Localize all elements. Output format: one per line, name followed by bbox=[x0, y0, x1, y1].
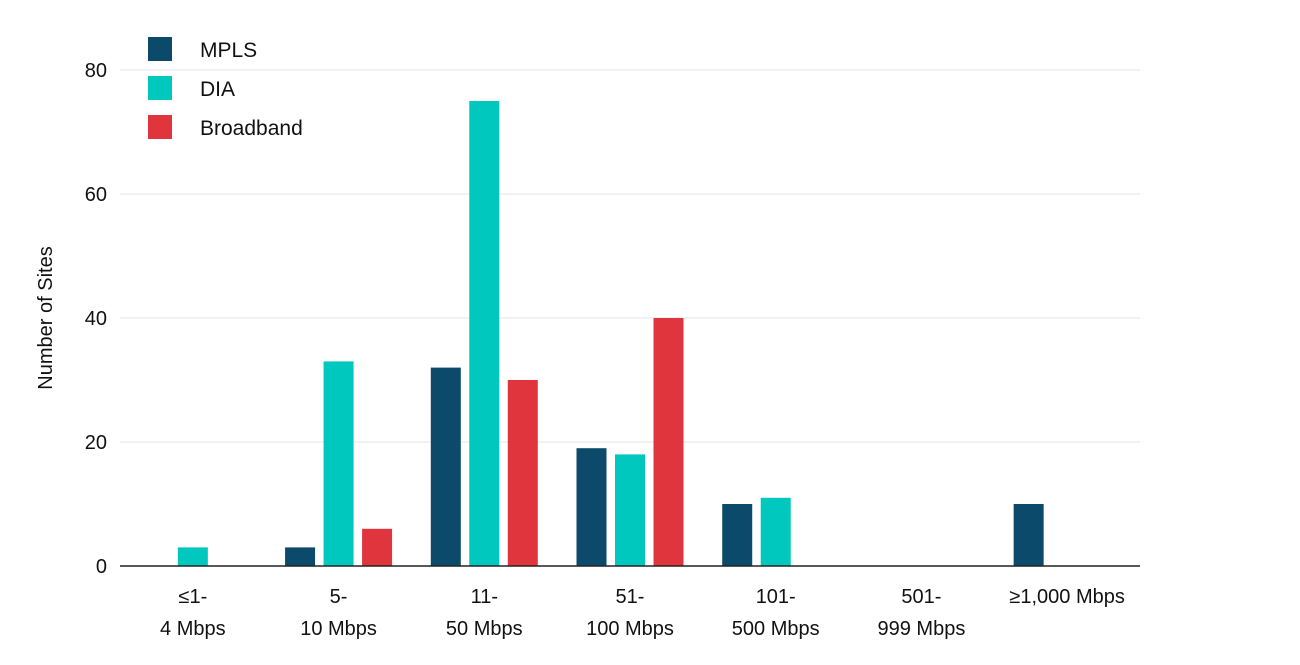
bar-mpls-4 bbox=[722, 504, 753, 566]
bars bbox=[177, 101, 1044, 566]
x-tick-labels: ≤1- 4 Mbps 5- 10 Mbps 11- 50 Mbps 51- 100 Mbps 1… bbox=[160, 586, 1125, 640]
bar-dia-2 bbox=[469, 101, 500, 566]
y-tick-label: 60 bbox=[85, 184, 107, 206]
x-tick-label: ≤1- bbox=[178, 586, 207, 608]
legend-label-mpls: MPLS bbox=[200, 39, 257, 62]
x-tick-label: 500 Mbps bbox=[732, 618, 820, 640]
x-tick-label: 101- bbox=[756, 586, 796, 608]
bar-mpls-1 bbox=[285, 547, 316, 566]
x-tick-label: 501- bbox=[901, 586, 941, 608]
bar-mpls-2 bbox=[430, 367, 461, 566]
y-axis-title: Number of Sites bbox=[35, 246, 57, 389]
x-tick-label: 50 Mbps bbox=[446, 618, 523, 640]
x-tick-label: 4 Mbps bbox=[160, 618, 226, 640]
bar-dia-0 bbox=[177, 547, 208, 566]
gridlines bbox=[120, 69, 1140, 443]
legend: MPLS DIA Broadband bbox=[148, 37, 303, 140]
x-tick-label: 999 Mbps bbox=[878, 618, 966, 640]
y-tick-label: 0 bbox=[96, 556, 107, 578]
legend-swatch-dia bbox=[148, 76, 172, 100]
y-tick-label: 40 bbox=[85, 308, 107, 330]
bar-dia-1 bbox=[323, 361, 354, 566]
bar-mpls-3 bbox=[576, 448, 607, 566]
legend-label-dia: DIA bbox=[200, 78, 235, 101]
y-tick-label: 20 bbox=[85, 432, 107, 454]
bar-broadband-3 bbox=[653, 318, 684, 566]
x-tick-label: 10 Mbps bbox=[300, 618, 377, 640]
y-tick-label: 80 bbox=[85, 60, 107, 82]
legend-swatch-broadband bbox=[148, 115, 172, 139]
legend-label-broadband: Broadband bbox=[200, 117, 303, 140]
y-tick-labels: 0 20 40 60 80 bbox=[85, 60, 107, 578]
bar-dia-4 bbox=[760, 497, 791, 566]
x-tick-label: 100 Mbps bbox=[586, 618, 674, 640]
x-tick-label: ≥1,000 Mbps bbox=[1009, 586, 1125, 608]
bar-broadband-2 bbox=[507, 380, 538, 566]
bar-mpls-6 bbox=[1013, 504, 1044, 566]
bar-dia-3 bbox=[615, 454, 645, 566]
x-tick-label: 11- bbox=[471, 586, 498, 608]
bar-broadband-1 bbox=[362, 528, 393, 566]
x-tick-label: 51- bbox=[616, 586, 645, 608]
x-tick-label: 5- bbox=[330, 586, 348, 608]
legend-swatch-mpls bbox=[148, 37, 172, 61]
